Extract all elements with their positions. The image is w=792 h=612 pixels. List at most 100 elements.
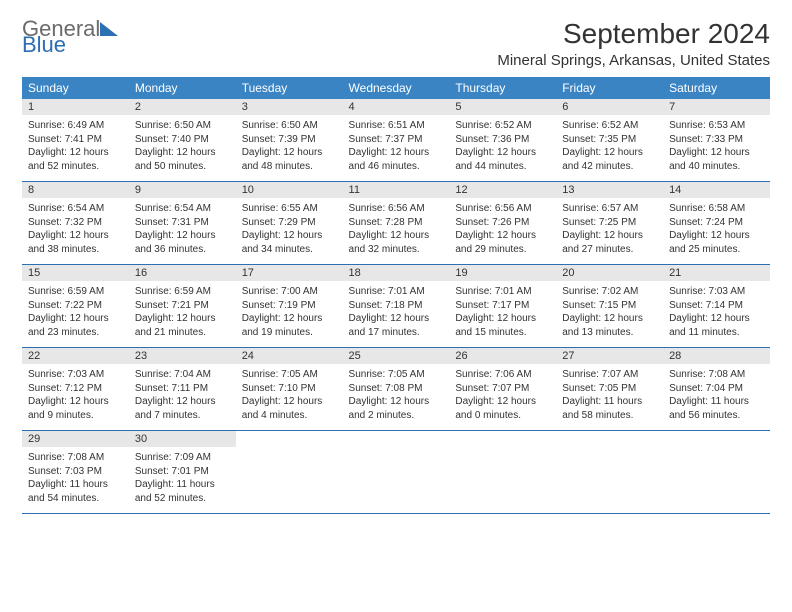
day-details: Sunrise: 6:49 AMSunset: 7:41 PMDaylight:… [22, 115, 129, 181]
day-details: Sunrise: 7:07 AMSunset: 7:05 PMDaylight:… [556, 364, 663, 430]
calendar-cell: 29Sunrise: 7:08 AMSunset: 7:03 PMDayligh… [22, 431, 129, 514]
calendar-week: 29Sunrise: 7:08 AMSunset: 7:03 PMDayligh… [22, 431, 770, 514]
day-details: Sunrise: 6:54 AMSunset: 7:31 PMDaylight:… [129, 198, 236, 264]
calendar-cell: 9Sunrise: 6:54 AMSunset: 7:31 PMDaylight… [129, 182, 236, 265]
day-number: 4 [343, 99, 450, 115]
calendar-cell: 21Sunrise: 7:03 AMSunset: 7:14 PMDayligh… [663, 265, 770, 348]
day-details: Sunrise: 6:58 AMSunset: 7:24 PMDaylight:… [663, 198, 770, 264]
calendar-cell: 25Sunrise: 7:05 AMSunset: 7:08 PMDayligh… [343, 348, 450, 431]
calendar-cell: 26Sunrise: 7:06 AMSunset: 7:07 PMDayligh… [449, 348, 556, 431]
day-details: Sunrise: 6:54 AMSunset: 7:32 PMDaylight:… [22, 198, 129, 264]
day-number: 28 [663, 348, 770, 364]
day-details: Sunrise: 7:05 AMSunset: 7:08 PMDaylight:… [343, 364, 450, 430]
calendar-cell: 18Sunrise: 7:01 AMSunset: 7:18 PMDayligh… [343, 265, 450, 348]
day-header: Thursday [449, 77, 556, 99]
day-number: 15 [22, 265, 129, 281]
day-number: 25 [343, 348, 450, 364]
day-number: 10 [236, 182, 343, 198]
day-number: 26 [449, 348, 556, 364]
day-details: Sunrise: 7:04 AMSunset: 7:11 PMDaylight:… [129, 364, 236, 430]
day-details: Sunrise: 7:01 AMSunset: 7:17 PMDaylight:… [449, 281, 556, 347]
day-header: Tuesday [236, 77, 343, 99]
day-number: 16 [129, 265, 236, 281]
calendar-cell: 24Sunrise: 7:05 AMSunset: 7:10 PMDayligh… [236, 348, 343, 431]
logo: General Blue [22, 18, 118, 56]
day-details: Sunrise: 6:52 AMSunset: 7:36 PMDaylight:… [449, 115, 556, 181]
day-number: 30 [129, 431, 236, 447]
calendar-cell: 15Sunrise: 6:59 AMSunset: 7:22 PMDayligh… [22, 265, 129, 348]
day-details: Sunrise: 7:02 AMSunset: 7:15 PMDaylight:… [556, 281, 663, 347]
day-number: 29 [22, 431, 129, 447]
calendar-cell: 3Sunrise: 6:50 AMSunset: 7:39 PMDaylight… [236, 99, 343, 182]
day-number: 14 [663, 182, 770, 198]
day-number: 12 [449, 182, 556, 198]
day-header: Sunday [22, 77, 129, 99]
day-number: 19 [449, 265, 556, 281]
day-header: Friday [556, 77, 663, 99]
calendar-cell: 6Sunrise: 6:52 AMSunset: 7:35 PMDaylight… [556, 99, 663, 182]
calendar-cell: 12Sunrise: 6:56 AMSunset: 7:26 PMDayligh… [449, 182, 556, 265]
calendar-cell: 4Sunrise: 6:51 AMSunset: 7:37 PMDaylight… [343, 99, 450, 182]
calendar-cell: 11Sunrise: 6:56 AMSunset: 7:28 PMDayligh… [343, 182, 450, 265]
calendar-cell [236, 431, 343, 514]
day-number: 9 [129, 182, 236, 198]
calendar-cell: 30Sunrise: 7:09 AMSunset: 7:01 PMDayligh… [129, 431, 236, 514]
calendar-week: 15Sunrise: 6:59 AMSunset: 7:22 PMDayligh… [22, 265, 770, 348]
day-number: 20 [556, 265, 663, 281]
day-details: Sunrise: 6:55 AMSunset: 7:29 PMDaylight:… [236, 198, 343, 264]
day-number: 1 [22, 99, 129, 115]
calendar-week: 22Sunrise: 7:03 AMSunset: 7:12 PMDayligh… [22, 348, 770, 431]
calendar-cell: 27Sunrise: 7:07 AMSunset: 7:05 PMDayligh… [556, 348, 663, 431]
day-details: Sunrise: 7:01 AMSunset: 7:18 PMDaylight:… [343, 281, 450, 347]
day-number: 17 [236, 265, 343, 281]
day-details: Sunrise: 7:03 AMSunset: 7:12 PMDaylight:… [22, 364, 129, 430]
calendar-cell: 5Sunrise: 6:52 AMSunset: 7:36 PMDaylight… [449, 99, 556, 182]
day-details: Sunrise: 7:05 AMSunset: 7:10 PMDaylight:… [236, 364, 343, 430]
calendar-cell: 14Sunrise: 6:58 AMSunset: 7:24 PMDayligh… [663, 182, 770, 265]
calendar-cell: 10Sunrise: 6:55 AMSunset: 7:29 PMDayligh… [236, 182, 343, 265]
calendar-cell: 2Sunrise: 6:50 AMSunset: 7:40 PMDaylight… [129, 99, 236, 182]
day-details: Sunrise: 6:59 AMSunset: 7:22 PMDaylight:… [22, 281, 129, 347]
month-title: September 2024 [497, 18, 770, 50]
calendar-cell [663, 431, 770, 514]
day-details: Sunrise: 7:08 AMSunset: 7:04 PMDaylight:… [663, 364, 770, 430]
calendar-week: 8Sunrise: 6:54 AMSunset: 7:32 PMDaylight… [22, 182, 770, 265]
day-details: Sunrise: 6:50 AMSunset: 7:39 PMDaylight:… [236, 115, 343, 181]
day-details: Sunrise: 6:51 AMSunset: 7:37 PMDaylight:… [343, 115, 450, 181]
calendar-cell [449, 431, 556, 514]
calendar-cell: 8Sunrise: 6:54 AMSunset: 7:32 PMDaylight… [22, 182, 129, 265]
calendar-cell: 13Sunrise: 6:57 AMSunset: 7:25 PMDayligh… [556, 182, 663, 265]
day-number: 13 [556, 182, 663, 198]
day-number: 18 [343, 265, 450, 281]
calendar-cell: 7Sunrise: 6:53 AMSunset: 7:33 PMDaylight… [663, 99, 770, 182]
day-header: Monday [129, 77, 236, 99]
day-header: Wednesday [343, 77, 450, 99]
day-details: Sunrise: 6:59 AMSunset: 7:21 PMDaylight:… [129, 281, 236, 347]
day-details: Sunrise: 7:03 AMSunset: 7:14 PMDaylight:… [663, 281, 770, 347]
calendar-cell: 23Sunrise: 7:04 AMSunset: 7:11 PMDayligh… [129, 348, 236, 431]
calendar-week: 1Sunrise: 6:49 AMSunset: 7:41 PMDaylight… [22, 99, 770, 182]
calendar-cell: 19Sunrise: 7:01 AMSunset: 7:17 PMDayligh… [449, 265, 556, 348]
day-number: 11 [343, 182, 450, 198]
day-number: 8 [22, 182, 129, 198]
day-number: 2 [129, 99, 236, 115]
calendar-cell: 20Sunrise: 7:02 AMSunset: 7:15 PMDayligh… [556, 265, 663, 348]
calendar-cell: 28Sunrise: 7:08 AMSunset: 7:04 PMDayligh… [663, 348, 770, 431]
day-number: 22 [22, 348, 129, 364]
day-details: Sunrise: 6:50 AMSunset: 7:40 PMDaylight:… [129, 115, 236, 181]
day-number: 24 [236, 348, 343, 364]
day-details: Sunrise: 6:56 AMSunset: 7:26 PMDaylight:… [449, 198, 556, 264]
calendar-table: SundayMondayTuesdayWednesdayThursdayFrid… [22, 77, 770, 514]
day-details: Sunrise: 7:06 AMSunset: 7:07 PMDaylight:… [449, 364, 556, 430]
day-number: 27 [556, 348, 663, 364]
day-details: Sunrise: 7:00 AMSunset: 7:19 PMDaylight:… [236, 281, 343, 347]
day-number: 23 [129, 348, 236, 364]
day-number: 3 [236, 99, 343, 115]
calendar-cell [556, 431, 663, 514]
calendar-cell: 16Sunrise: 6:59 AMSunset: 7:21 PMDayligh… [129, 265, 236, 348]
calendar-cell: 17Sunrise: 7:00 AMSunset: 7:19 PMDayligh… [236, 265, 343, 348]
day-number: 6 [556, 99, 663, 115]
location: Mineral Springs, Arkansas, United States [497, 52, 770, 69]
day-number: 21 [663, 265, 770, 281]
day-details: Sunrise: 6:56 AMSunset: 7:28 PMDaylight:… [343, 198, 450, 264]
